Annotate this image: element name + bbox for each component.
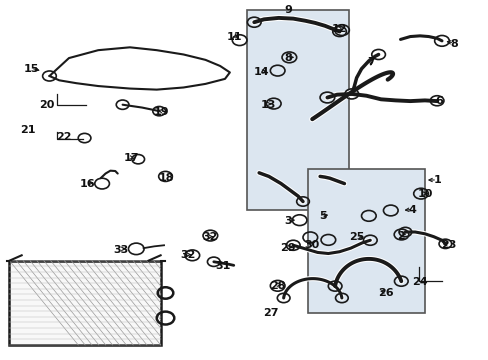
Text: 2: 2 xyxy=(396,231,404,240)
Text: 32: 32 xyxy=(181,250,196,260)
Text: 1: 1 xyxy=(432,175,440,185)
Text: 18: 18 xyxy=(159,173,174,183)
Text: 32: 32 xyxy=(202,232,218,242)
Text: 15: 15 xyxy=(23,64,39,74)
Text: 30: 30 xyxy=(304,239,319,249)
Text: 24: 24 xyxy=(411,277,427,287)
Text: 12: 12 xyxy=(331,24,346,35)
Text: 16: 16 xyxy=(80,179,95,189)
Text: 23: 23 xyxy=(441,239,456,249)
Text: 13: 13 xyxy=(260,100,275,110)
Text: 5: 5 xyxy=(318,211,325,221)
Text: 9: 9 xyxy=(284,5,292,15)
Text: 25: 25 xyxy=(348,232,364,242)
Text: 8: 8 xyxy=(284,53,292,63)
Text: 19: 19 xyxy=(154,107,169,117)
Text: 28: 28 xyxy=(269,281,285,291)
Text: 4: 4 xyxy=(408,206,416,216)
Text: 14: 14 xyxy=(253,67,269,77)
Text: 33: 33 xyxy=(113,245,128,255)
Text: 22: 22 xyxy=(56,132,72,142)
Text: 10: 10 xyxy=(416,189,432,199)
Text: 21: 21 xyxy=(20,125,35,135)
Text: 3: 3 xyxy=(284,216,292,226)
Text: 17: 17 xyxy=(123,153,139,163)
Bar xyxy=(307,169,424,313)
Text: 26: 26 xyxy=(377,288,393,298)
Bar xyxy=(9,261,160,345)
Text: 7: 7 xyxy=(366,57,374,67)
Text: 31: 31 xyxy=(214,261,230,271)
Text: 29: 29 xyxy=(280,243,296,253)
Text: 27: 27 xyxy=(263,308,279,318)
Text: 20: 20 xyxy=(39,100,55,110)
Text: 11: 11 xyxy=(226,32,242,41)
Text: 6: 6 xyxy=(435,96,443,106)
Bar xyxy=(246,10,348,211)
Text: 8: 8 xyxy=(449,39,457,49)
